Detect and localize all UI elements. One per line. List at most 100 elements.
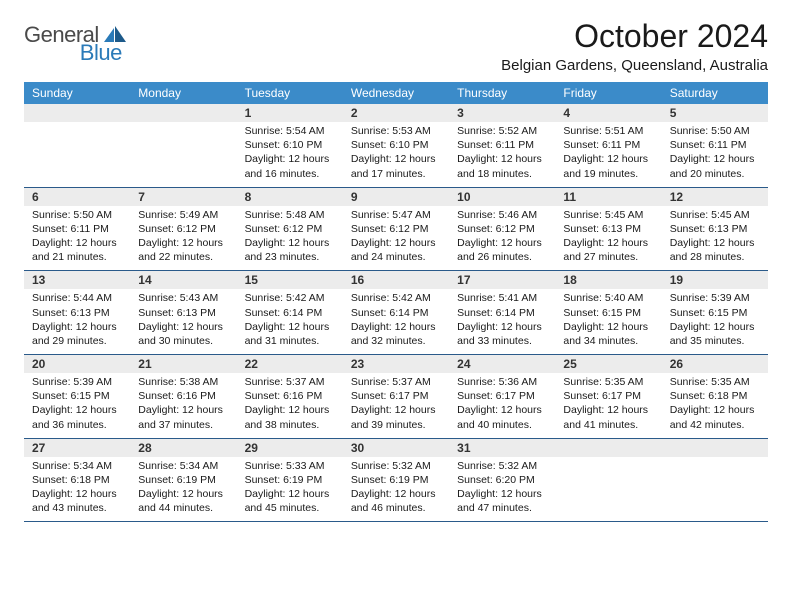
sunrise-line: Sunrise: 5:50 AM [670,124,760,138]
day-cell: 21Sunrise: 5:38 AMSunset: 6:16 PMDayligh… [130,355,236,438]
daylight-line: Daylight: 12 hours and 46 minutes. [351,487,441,515]
day-cell: 8Sunrise: 5:48 AMSunset: 6:12 PMDaylight… [237,188,343,271]
day-body [662,457,768,519]
sunset-line: Sunset: 6:12 PM [457,222,547,236]
sunrise-line: Sunrise: 5:52 AM [457,124,547,138]
sunset-line: Sunset: 6:12 PM [245,222,335,236]
day-cell: 5Sunrise: 5:50 AMSunset: 6:11 PMDaylight… [662,104,768,187]
week-row: 13Sunrise: 5:44 AMSunset: 6:13 PMDayligh… [24,271,768,355]
sunset-line: Sunset: 6:19 PM [138,473,228,487]
daylight-line: Daylight: 12 hours and 34 minutes. [563,320,653,348]
day-cell: 11Sunrise: 5:45 AMSunset: 6:13 PMDayligh… [555,188,661,271]
day-cell [24,104,130,187]
daylight-line: Daylight: 12 hours and 31 minutes. [245,320,335,348]
day-body: Sunrise: 5:52 AMSunset: 6:11 PMDaylight:… [449,122,555,187]
day-body: Sunrise: 5:53 AMSunset: 6:10 PMDaylight:… [343,122,449,187]
day-cell: 17Sunrise: 5:41 AMSunset: 6:14 PMDayligh… [449,271,555,354]
day-cell: 16Sunrise: 5:42 AMSunset: 6:14 PMDayligh… [343,271,449,354]
day-cell: 4Sunrise: 5:51 AMSunset: 6:11 PMDaylight… [555,104,661,187]
day-cell: 13Sunrise: 5:44 AMSunset: 6:13 PMDayligh… [24,271,130,354]
day-cell: 3Sunrise: 5:52 AMSunset: 6:11 PMDaylight… [449,104,555,187]
sunrise-line: Sunrise: 5:46 AM [457,208,547,222]
sunrise-line: Sunrise: 5:48 AM [245,208,335,222]
day-cell: 24Sunrise: 5:36 AMSunset: 6:17 PMDayligh… [449,355,555,438]
sunset-line: Sunset: 6:16 PM [245,389,335,403]
day-number: 18 [555,271,661,289]
daylight-line: Daylight: 12 hours and 35 minutes. [670,320,760,348]
sunrise-line: Sunrise: 5:34 AM [32,459,122,473]
sunset-line: Sunset: 6:13 PM [138,306,228,320]
day-body [130,122,236,184]
day-header-cell: Monday [130,82,236,104]
day-cell: 29Sunrise: 5:33 AMSunset: 6:19 PMDayligh… [237,439,343,522]
day-number: 19 [662,271,768,289]
sunset-line: Sunset: 6:18 PM [670,389,760,403]
day-number: 27 [24,439,130,457]
sunrise-line: Sunrise: 5:47 AM [351,208,441,222]
day-cell: 9Sunrise: 5:47 AMSunset: 6:12 PMDaylight… [343,188,449,271]
sunset-line: Sunset: 6:11 PM [457,138,547,152]
sunset-line: Sunset: 6:13 PM [670,222,760,236]
daylight-line: Daylight: 12 hours and 28 minutes. [670,236,760,264]
day-number: 13 [24,271,130,289]
day-number: 2 [343,104,449,122]
day-cell: 6Sunrise: 5:50 AMSunset: 6:11 PMDaylight… [24,188,130,271]
week-row: 1Sunrise: 5:54 AMSunset: 6:10 PMDaylight… [24,104,768,188]
day-number: 28 [130,439,236,457]
sunset-line: Sunset: 6:16 PM [138,389,228,403]
day-number: 8 [237,188,343,206]
day-body: Sunrise: 5:37 AMSunset: 6:17 PMDaylight:… [343,373,449,438]
day-number: 5 [662,104,768,122]
daylight-line: Daylight: 12 hours and 32 minutes. [351,320,441,348]
day-header-cell: Thursday [449,82,555,104]
sunset-line: Sunset: 6:14 PM [457,306,547,320]
day-header-cell: Wednesday [343,82,449,104]
day-cell: 10Sunrise: 5:46 AMSunset: 6:12 PMDayligh… [449,188,555,271]
day-body [555,457,661,519]
day-number: 11 [555,188,661,206]
day-number: 25 [555,355,661,373]
daylight-line: Daylight: 12 hours and 27 minutes. [563,236,653,264]
daylight-line: Daylight: 12 hours and 29 minutes. [32,320,122,348]
sunset-line: Sunset: 6:19 PM [245,473,335,487]
day-body: Sunrise: 5:51 AMSunset: 6:11 PMDaylight:… [555,122,661,187]
sunrise-line: Sunrise: 5:39 AM [32,375,122,389]
sunrise-line: Sunrise: 5:37 AM [245,375,335,389]
daylight-line: Daylight: 12 hours and 40 minutes. [457,403,547,431]
day-cell: 18Sunrise: 5:40 AMSunset: 6:15 PMDayligh… [555,271,661,354]
day-number: 3 [449,104,555,122]
day-number [555,439,661,457]
day-header-cell: Sunday [24,82,130,104]
sunrise-line: Sunrise: 5:45 AM [670,208,760,222]
sunrise-line: Sunrise: 5:34 AM [138,459,228,473]
daylight-line: Daylight: 12 hours and 45 minutes. [245,487,335,515]
sunrise-line: Sunrise: 5:40 AM [563,291,653,305]
day-number: 12 [662,188,768,206]
day-body: Sunrise: 5:43 AMSunset: 6:13 PMDaylight:… [130,289,236,354]
day-cell: 19Sunrise: 5:39 AMSunset: 6:15 PMDayligh… [662,271,768,354]
day-body: Sunrise: 5:37 AMSunset: 6:16 PMDaylight:… [237,373,343,438]
sunrise-line: Sunrise: 5:38 AM [138,375,228,389]
day-number: 26 [662,355,768,373]
week-row: 6Sunrise: 5:50 AMSunset: 6:11 PMDaylight… [24,188,768,272]
day-number: 6 [24,188,130,206]
day-body: Sunrise: 5:38 AMSunset: 6:16 PMDaylight:… [130,373,236,438]
day-cell: 30Sunrise: 5:32 AMSunset: 6:19 PMDayligh… [343,439,449,522]
header: General Blue October 2024 Belgian Garden… [24,18,768,74]
day-number: 7 [130,188,236,206]
sunrise-line: Sunrise: 5:43 AM [138,291,228,305]
day-number: 14 [130,271,236,289]
daylight-line: Daylight: 12 hours and 24 minutes. [351,236,441,264]
daylight-line: Daylight: 12 hours and 41 minutes. [563,403,653,431]
sunrise-line: Sunrise: 5:35 AM [563,375,653,389]
sunset-line: Sunset: 6:15 PM [32,389,122,403]
day-body: Sunrise: 5:39 AMSunset: 6:15 PMDaylight:… [662,289,768,354]
day-body: Sunrise: 5:40 AMSunset: 6:15 PMDaylight:… [555,289,661,354]
daylight-line: Daylight: 12 hours and 21 minutes. [32,236,122,264]
sunset-line: Sunset: 6:12 PM [138,222,228,236]
sunrise-line: Sunrise: 5:51 AM [563,124,653,138]
day-body: Sunrise: 5:32 AMSunset: 6:19 PMDaylight:… [343,457,449,522]
daylight-line: Daylight: 12 hours and 42 minutes. [670,403,760,431]
day-cell: 23Sunrise: 5:37 AMSunset: 6:17 PMDayligh… [343,355,449,438]
week-row: 27Sunrise: 5:34 AMSunset: 6:18 PMDayligh… [24,439,768,523]
